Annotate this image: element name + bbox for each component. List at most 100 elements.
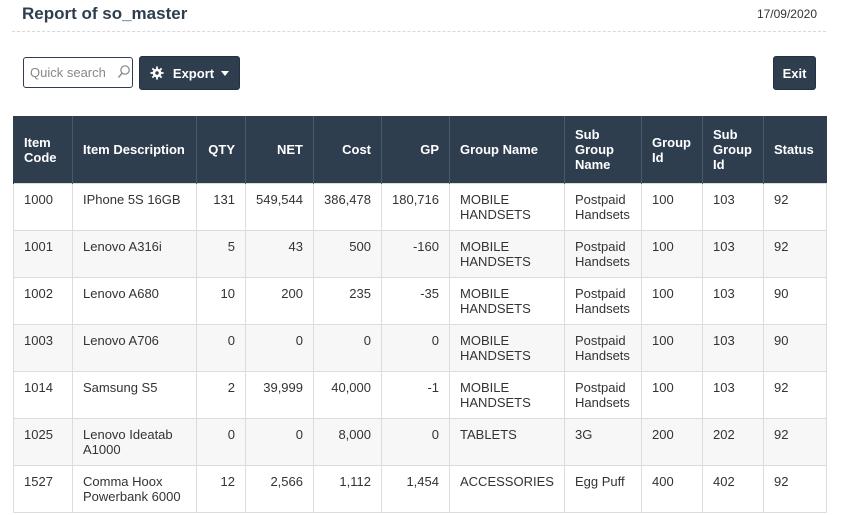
cell-status: 90 <box>763 324 827 372</box>
cell-sub-group-id: 402 <box>702 465 764 513</box>
cell-item-description: IPhone 5S 16GB <box>72 183 197 231</box>
cell-group-name: MOBILE HANDSETS <box>449 230 565 278</box>
col-header-status[interactable]: Status <box>763 116 827 184</box>
cell-gp: 180,716 <box>381 183 450 231</box>
cell-cost: 500 <box>313 230 382 278</box>
cell-net: 39,999 <box>245 371 314 419</box>
header-divider <box>12 31 826 32</box>
cell-group-id: 200 <box>641 418 703 466</box>
cell-item-code: 1003 <box>13 324 73 372</box>
cell-status: 92 <box>763 230 827 278</box>
cell-net: 0 <box>245 418 314 466</box>
cell-group-id: 400 <box>641 465 703 513</box>
cell-gp: 1,454 <box>381 465 450 513</box>
table-row: 1003 Lenovo A706 0 0 0 0 MOBILE HANDSETS… <box>13 324 827 372</box>
cell-qty: 2 <box>196 371 246 419</box>
col-header-cost[interactable]: Cost <box>313 116 382 184</box>
cell-gp: 0 <box>381 324 450 372</box>
search-icon[interactable] <box>117 64 131 80</box>
quick-search[interactable] <box>23 57 133 88</box>
cell-item-code: 1025 <box>13 418 73 466</box>
cell-net: 43 <box>245 230 314 278</box>
table-row: 1000 IPhone 5S 16GB 131 549,544 386,478 … <box>13 183 827 231</box>
cell-status: 92 <box>763 183 827 231</box>
cell-group-id: 100 <box>641 277 703 325</box>
col-header-group-id[interactable]: Group Id <box>641 116 703 184</box>
col-header-gp[interactable]: GP <box>381 116 450 184</box>
cell-sub-group-id: 103 <box>702 183 764 231</box>
cell-sub-group-name: Egg Puff <box>564 465 642 513</box>
cell-qty: 131 <box>196 183 246 231</box>
cell-gp: 0 <box>381 418 450 466</box>
cell-sub-group-name: Postpaid Handsets <box>564 230 642 278</box>
col-header-item-code[interactable]: Item Code <box>13 116 73 184</box>
report-table: Item Code Item Description QTY NET Cost … <box>13 116 827 513</box>
cell-sub-group-id: 103 <box>702 371 764 419</box>
cell-sub-group-id: 103 <box>702 230 764 278</box>
cell-sub-group-id: 202 <box>702 418 764 466</box>
col-header-qty[interactable]: QTY <box>196 116 246 184</box>
cell-cost: 386,478 <box>313 183 382 231</box>
cell-group-name: MOBILE HANDSETS <box>449 371 565 419</box>
cell-cost: 1,112 <box>313 465 382 513</box>
cell-item-description: Comma Hoox Powerbank 6000 <box>72 465 197 513</box>
cell-item-code: 1001 <box>13 230 73 278</box>
cell-item-code: 1527 <box>13 465 73 513</box>
search-input[interactable] <box>24 58 120 87</box>
cell-group-name: MOBILE HANDSETS <box>449 324 565 372</box>
cell-net: 2,566 <box>245 465 314 513</box>
cell-group-name: MOBILE HANDSETS <box>449 277 565 325</box>
col-header-item-description[interactable]: Item Description <box>72 116 197 184</box>
cell-status: 92 <box>763 465 827 513</box>
export-label: Export <box>172 65 215 81</box>
cell-group-name: MOBILE HANDSETS <box>449 183 565 231</box>
cell-item-code: 1014 <box>13 371 73 419</box>
cell-status: 92 <box>763 418 827 466</box>
table-row: 1527 Comma Hoox Powerbank 6000 12 2,566 … <box>13 465 827 513</box>
cell-sub-group-name: Postpaid Handsets <box>564 371 642 419</box>
page-title: Report of so_master <box>22 4 188 23</box>
export-button[interactable]: Export <box>139 56 240 90</box>
caret-down-icon <box>221 70 230 76</box>
cell-gp: -35 <box>381 277 450 325</box>
cell-sub-group-name: 3G <box>564 418 642 466</box>
col-header-group-name[interactable]: Group Name <box>449 116 565 184</box>
cell-item-description: Samsung S5 <box>72 371 197 419</box>
cell-cost: 8,000 <box>313 418 382 466</box>
exit-button[interactable]: Exit <box>773 56 816 90</box>
cell-net: 549,544 <box>245 183 314 231</box>
cell-sub-group-id: 103 <box>702 324 764 372</box>
report-date: 17/09/2020 <box>756 7 817 21</box>
cell-qty: 0 <box>196 324 246 372</box>
table-header-row: Item Code Item Description QTY NET Cost … <box>13 116 827 184</box>
cell-qty: 0 <box>196 418 246 466</box>
report-header: Report of so_master 17/09/2020 <box>0 0 843 32</box>
cell-qty: 5 <box>196 230 246 278</box>
cell-net: 200 <box>245 277 314 325</box>
cell-gp: -1 <box>381 371 450 419</box>
cell-qty: 12 <box>196 465 246 513</box>
cell-item-description: Lenovo A680 <box>72 277 197 325</box>
cell-item-description: Lenovo Ideatab A1000 <box>72 418 197 466</box>
cell-group-name: ACCESSORIES <box>449 465 565 513</box>
cell-item-code: 1002 <box>13 277 73 325</box>
cell-status: 90 <box>763 277 827 325</box>
cell-gp: -160 <box>381 230 450 278</box>
cell-item-code: 1000 <box>13 183 73 231</box>
cell-net: 0 <box>245 324 314 372</box>
cell-sub-group-id: 103 <box>702 277 764 325</box>
cell-group-name: TABLETS <box>449 418 565 466</box>
cell-item-description: Lenovo A706 <box>72 324 197 372</box>
cell-group-id: 100 <box>641 183 703 231</box>
cell-qty: 10 <box>196 277 246 325</box>
cell-cost: 0 <box>313 324 382 372</box>
cell-item-description: Lenovo A316i <box>72 230 197 278</box>
cell-group-id: 100 <box>641 371 703 419</box>
gear-icon <box>150 66 164 80</box>
col-header-sub-group-id[interactable]: Sub Group Id <box>702 116 764 184</box>
cell-sub-group-name: Postpaid Handsets <box>564 324 642 372</box>
cell-cost: 235 <box>313 277 382 325</box>
col-header-sub-group-name[interactable]: Sub Group Name <box>564 116 642 184</box>
table-row: 1001 Lenovo A316i 5 43 500 -160 MOBILE H… <box>13 230 827 278</box>
col-header-net[interactable]: NET <box>245 116 314 184</box>
